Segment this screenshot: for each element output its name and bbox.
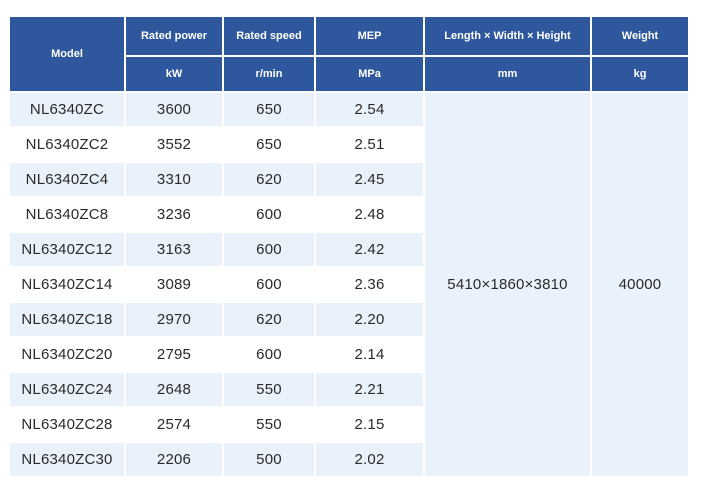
mep-cell: 2.42 [316, 233, 423, 266]
power-cell: 2574 [126, 408, 222, 441]
model-cell: NL6340ZC28 [10, 408, 124, 441]
engine-spec-table: Model Rated power Rated speed MEP Length… [8, 15, 690, 478]
speed-cell: 600 [224, 268, 314, 301]
model-cell: NL6340ZC30 [10, 443, 124, 476]
model-cell: NL6340ZC4 [10, 163, 124, 196]
table-header: Model Rated power Rated speed MEP Length… [10, 17, 688, 91]
speed-cell: 500 [224, 443, 314, 476]
mep-cell: 2.20 [316, 303, 423, 336]
speed-cell: 620 [224, 303, 314, 336]
power-cell: 2795 [126, 338, 222, 371]
model-cell: NL6340ZC [10, 93, 124, 126]
unit-kg: kg [592, 57, 688, 91]
table-row: NL6340ZC12 3163 600 2.42 [10, 233, 688, 266]
speed-cell: 600 [224, 198, 314, 231]
table-row: NL6340ZC 3600 650 2.54 5410×1860×3810 40… [10, 93, 688, 476]
table-row: NL6340ZC18 2970 620 2.20 [10, 303, 688, 336]
power-cell: 3552 [126, 128, 222, 161]
speed-cell: 650 [224, 93, 314, 126]
header-dimensions: Length × Width × Height [425, 17, 590, 55]
power-cell: 2970 [126, 303, 222, 336]
header-rated-speed: Rated speed [224, 17, 314, 55]
model-cell: NL6340ZC24 [10, 373, 124, 406]
power-cell: 3600 [126, 93, 222, 126]
table-row: NL6340ZC2 3552 650 2.51 [10, 128, 688, 161]
speed-cell: 600 [224, 233, 314, 266]
header-row-units: kW r/min MPa mm kg [10, 57, 688, 91]
table-row: NL6340ZC8 3236 600 2.48 [10, 198, 688, 231]
dimensions-cell: 5410×1860×3810 [425, 93, 590, 476]
speed-cell: 550 [224, 373, 314, 406]
speed-cell: 650 [224, 128, 314, 161]
table-body: NL6340ZC 3600 650 2.54 5410×1860×3810 40… [10, 93, 688, 476]
model-cell: NL6340ZC2 [10, 128, 124, 161]
mep-cell: 2.36 [316, 268, 423, 301]
mep-cell: 2.02 [316, 443, 423, 476]
model-cell: NL6340ZC14 [10, 268, 124, 301]
header-row-labels: Model Rated power Rated speed MEP Length… [10, 17, 688, 91]
model-cell: NL6340ZC18 [10, 303, 124, 336]
speed-cell: 620 [224, 163, 314, 196]
table-row: NL6340ZC24 2648 550 2.21 [10, 373, 688, 406]
power-cell: 2206 [126, 443, 222, 476]
model-cell: NL6340ZC12 [10, 233, 124, 266]
unit-mpa: MPa [316, 57, 423, 91]
speed-cell: 600 [224, 338, 314, 371]
model-cell: NL6340ZC8 [10, 198, 124, 231]
mep-cell: 2.14 [316, 338, 423, 371]
power-cell: 3163 [126, 233, 222, 266]
mep-cell: 2.21 [316, 373, 423, 406]
unit-kw: kW [126, 57, 222, 91]
mep-cell: 2.54 [316, 93, 423, 126]
table-row: NL6340ZC20 2795 600 2.14 [10, 338, 688, 371]
table-row: NL6340ZC4 3310 620 2.45 [10, 163, 688, 196]
table-row: NL6340ZC28 2574 550 2.15 [10, 408, 688, 441]
mep-cell: 2.15 [316, 408, 423, 441]
weight-cell: 40000 [592, 93, 688, 476]
speed-cell: 550 [224, 408, 314, 441]
unit-rmin: r/min [224, 57, 314, 91]
header-weight: Weight [592, 17, 688, 55]
power-cell: 3089 [126, 268, 222, 301]
header-model: Model [10, 17, 124, 91]
table-row: NL6340ZC30 2206 500 2.02 [10, 443, 688, 476]
mep-cell: 2.51 [316, 128, 423, 161]
header-rated-power: Rated power [126, 17, 222, 55]
power-cell: 3236 [126, 198, 222, 231]
header-mep: MEP [316, 17, 423, 55]
model-cell: NL6340ZC20 [10, 338, 124, 371]
mep-cell: 2.48 [316, 198, 423, 231]
unit-mm: mm [425, 57, 590, 91]
mep-cell: 2.45 [316, 163, 423, 196]
table-row: NL6340ZC14 3089 600 2.36 [10, 268, 688, 301]
power-cell: 2648 [126, 373, 222, 406]
power-cell: 3310 [126, 163, 222, 196]
